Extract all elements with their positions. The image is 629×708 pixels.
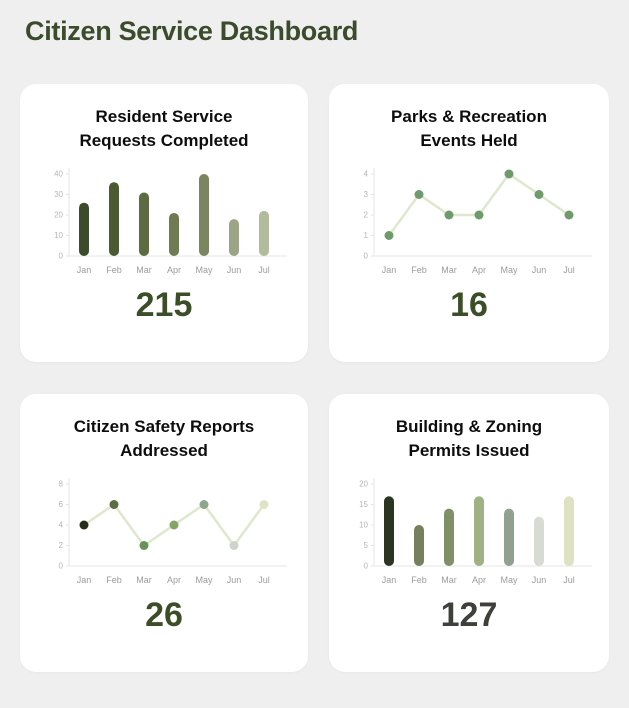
bar-chart: 0 10 20 30 40 Jan Feb Mar Apr May Jun Jul <box>54 167 287 275</box>
line-chart: 0 1 2 3 4 Jan Feb Mar Apr May Jun Jul <box>364 167 592 275</box>
metric-card-resident-requests: Resident Service Requests Completed 0 10 20… <box>20 84 308 362</box>
card-grid: Resident Service Requests Completed 0 10 20… <box>20 84 609 672</box>
card-title: Citizen Safety Reports Addressed <box>74 415 254 463</box>
bar-chart: 0 5 10 15 20 Jan Feb Mar Apr May Jun Jul <box>359 477 592 585</box>
svg-text:Apr: Apr <box>167 575 181 585</box>
card-title-line: Building & Zoning <box>395 417 543 436</box>
metric-card-safety-reports: Citizen Safety Reports Addressed 0 2 4 6 8 Jan… <box>20 394 308 672</box>
svg-text:40: 40 <box>54 169 63 178</box>
svg-text:10: 10 <box>54 231 63 240</box>
metric-total: 215 <box>135 285 193 324</box>
svg-text:Apr: Apr <box>167 265 181 275</box>
svg-text:Jan: Jan <box>382 575 397 585</box>
svg-text:Feb: Feb <box>106 575 122 585</box>
svg-text:6: 6 <box>59 500 64 509</box>
card-title-line: Addressed <box>120 440 208 460</box>
card-title: Parks & Recreation Events Held <box>391 105 547 153</box>
card-title-line: Requests Completed <box>79 130 249 150</box>
svg-text:3: 3 <box>364 190 369 199</box>
svg-text:May: May <box>195 575 213 585</box>
svg-text:Mar: Mar <box>441 265 457 275</box>
svg-text:Jul: Jul <box>563 575 575 585</box>
card-title-line: Permits Issued <box>408 440 530 460</box>
svg-text:0: 0 <box>364 251 369 260</box>
metric-card-building-permits: Building & Zoning Permits Issued 0 5 10 15 20… <box>329 394 609 672</box>
svg-text:May: May <box>195 265 213 275</box>
svg-text:Feb: Feb <box>411 265 427 275</box>
card-title-line: Citizen Safety Reports <box>73 417 255 436</box>
svg-text:Jun: Jun <box>532 575 547 585</box>
svg-text:0: 0 <box>364 561 369 570</box>
card-title-line: Resident Service <box>95 107 233 126</box>
svg-text:Apr: Apr <box>472 265 486 275</box>
svg-text:2: 2 <box>59 541 64 550</box>
svg-text:Mar: Mar <box>441 575 457 585</box>
svg-text:Jul: Jul <box>258 575 270 585</box>
svg-text:Apr: Apr <box>472 575 486 585</box>
svg-text:May: May <box>500 575 518 585</box>
svg-text:20: 20 <box>359 479 368 488</box>
svg-text:Jan: Jan <box>382 265 397 275</box>
svg-text:Jun: Jun <box>532 265 547 275</box>
line-chart: 0 2 4 6 8 Jan Feb Mar Apr May Jun Jul <box>59 477 287 585</box>
svg-text:Mar: Mar <box>136 575 152 585</box>
metric-card-parks-events: Parks & Recreation Events Held 0 1 2 3 4 Jan Fe… <box>329 84 609 362</box>
card-title-line: Events Held <box>420 130 518 150</box>
svg-text:Feb: Feb <box>106 265 122 275</box>
metric-total: 16 <box>450 285 488 324</box>
metric-total: 26 <box>145 595 183 634</box>
svg-text:30: 30 <box>54 190 63 199</box>
svg-text:May: May <box>500 265 518 275</box>
svg-text:Jun: Jun <box>227 265 242 275</box>
metric-total: 127 <box>440 595 498 634</box>
svg-text:Jun: Jun <box>227 575 242 585</box>
svg-text:4: 4 <box>59 520 64 529</box>
svg-text:Mar: Mar <box>136 265 152 275</box>
card-title: Resident Service Requests Completed <box>79 105 248 153</box>
svg-text:0: 0 <box>59 251 64 260</box>
card-title-line: Parks & Recreation <box>391 107 547 126</box>
svg-text:Jan: Jan <box>77 265 92 275</box>
svg-text:Jul: Jul <box>563 265 575 275</box>
svg-text:10: 10 <box>359 520 368 529</box>
svg-text:20: 20 <box>54 210 63 219</box>
svg-text:5: 5 <box>364 541 369 550</box>
svg-text:15: 15 <box>359 500 368 509</box>
svg-text:2: 2 <box>364 210 369 219</box>
svg-text:Jan: Jan <box>77 575 92 585</box>
svg-text:8: 8 <box>59 479 64 488</box>
card-title: Building & Zoning Permits Issued <box>396 415 542 463</box>
svg-text:0: 0 <box>59 561 64 570</box>
svg-text:4: 4 <box>364 169 369 178</box>
svg-text:1: 1 <box>364 231 369 240</box>
svg-text:Jul: Jul <box>258 265 270 275</box>
svg-text:Feb: Feb <box>411 575 427 585</box>
page-title: Citizen Service Dashboard <box>25 16 359 46</box>
